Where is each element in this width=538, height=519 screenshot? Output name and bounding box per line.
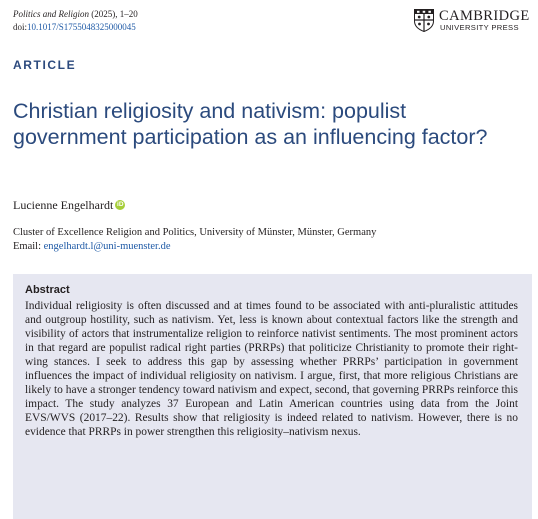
doi-prefix: doi:	[13, 22, 28, 32]
email-label: Email:	[13, 241, 44, 252]
author-name[interactable]: Lucienne Engelhardt	[13, 198, 114, 212]
journal-name: Politics and Religion	[13, 9, 89, 19]
doi-line: doi:10.1017/S1755048325000045	[13, 21, 136, 33]
article-type-label: ARTICLE	[13, 58, 77, 72]
author-affiliation: Cluster of Excellence Religion and Polit…	[13, 227, 377, 238]
cambridge-shield-icon	[414, 9, 434, 32]
journal-citation: Politics and Religion (2025), 1–20	[13, 8, 138, 20]
abstract-text: Individual religiosity is often discusse…	[25, 300, 518, 438]
journal-volume-pages: (2025), 1–20	[89, 9, 138, 19]
author-line: Lucienne Engelhardt iD	[13, 198, 126, 212]
logo-wordmark: CAMBRIDGE	[439, 8, 530, 24]
abstract-heading: Abstract	[25, 284, 70, 296]
logo-subtitle: UNIVERSITY PRESS	[440, 23, 519, 32]
orcid-icon[interactable]: iD	[115, 200, 126, 210]
publisher-logo[interactable]: CAMBRIDGE UNIVERSITY PRESS	[414, 9, 532, 33]
doi-link[interactable]: 10.1017/S1755048325000045	[27, 22, 136, 32]
article-title: Christian religiosity and nativism: popu…	[13, 99, 488, 149]
author-email-line: Email: engelhardt.l@uni-muenster.de	[13, 240, 171, 253]
abstract-section: Abstract Individual religiosity is often…	[13, 274, 532, 519]
email-link[interactable]: engelhardt.l@uni-muenster.de	[43, 241, 171, 252]
